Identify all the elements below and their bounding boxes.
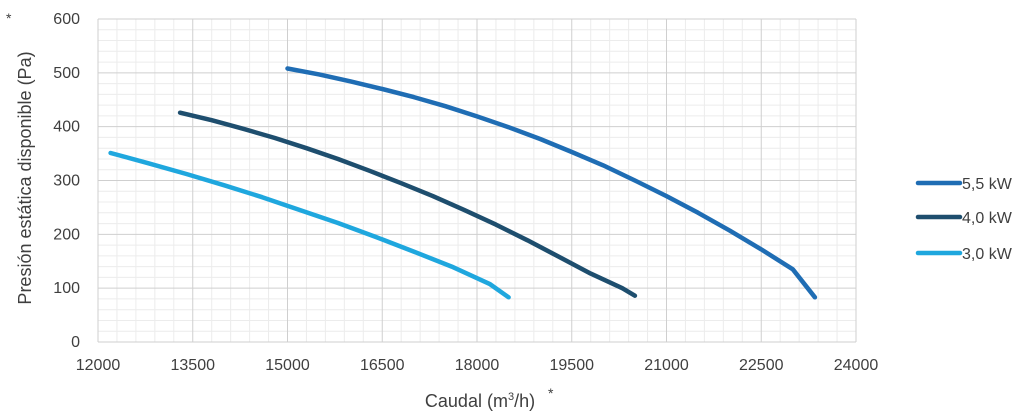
legend: 5,5 kW 4,0 kW 3,0 kW <box>915 176 1013 263</box>
y-axis-title: Presión estática disponible (Pa) <box>15 51 35 304</box>
x-axis-title-superscript: 3 <box>508 391 514 403</box>
x-axis-ticks: 12000 13500 15000 16500 18000 19500 21000 22500… <box>76 357 879 374</box>
legend-item: 3,0 kW <box>915 246 1013 263</box>
series-line-4-0-kw <box>177 110 638 298</box>
legend-item: 5,5 kW <box>915 176 1013 193</box>
y-axis-asterisk: * <box>6 10 12 26</box>
x-tick-label: 12000 <box>76 357 121 374</box>
series-line-5-5-kw <box>285 66 818 300</box>
y-tick-label: 200 <box>53 226 80 243</box>
y-tick-label: 0 <box>71 334 80 351</box>
x-tick-label: 18000 <box>455 357 500 374</box>
x-tick-label: 13500 <box>171 357 216 374</box>
y-tick-label: 300 <box>53 173 80 190</box>
y-tick-label: 100 <box>53 280 80 297</box>
y-tick-label: 500 <box>53 65 80 82</box>
x-tick-label: 22500 <box>739 357 784 374</box>
x-tick-label: 21000 <box>644 357 689 374</box>
legend-label: 4,0 kW <box>962 210 1013 227</box>
y-tick-label: 600 <box>53 11 80 28</box>
x-axis-title-main: Caudal (m <box>425 391 508 411</box>
x-axis-asterisk: * <box>548 385 554 401</box>
legend-label: 5,5 kW <box>962 176 1013 193</box>
x-axis-title-end: /h) <box>514 391 535 411</box>
x-tick-label: 15000 <box>265 357 310 374</box>
y-tick-label: 400 <box>53 119 80 136</box>
x-tick-label: 16500 <box>360 357 405 374</box>
legend-item: 4,0 kW <box>915 210 1013 227</box>
x-axis-title: Caudal (m3/h) <box>425 391 535 411</box>
major-gridlines <box>97 18 857 343</box>
legend-label: 3,0 kW <box>962 246 1013 263</box>
x-tick-label: 19500 <box>550 357 595 374</box>
series-line-3-0-kw <box>108 150 511 300</box>
series-lines <box>108 66 818 300</box>
x-tick-label: 24000 <box>834 357 879 374</box>
y-axis-ticks: 0 100 200 300 400 500 600 <box>53 11 80 351</box>
